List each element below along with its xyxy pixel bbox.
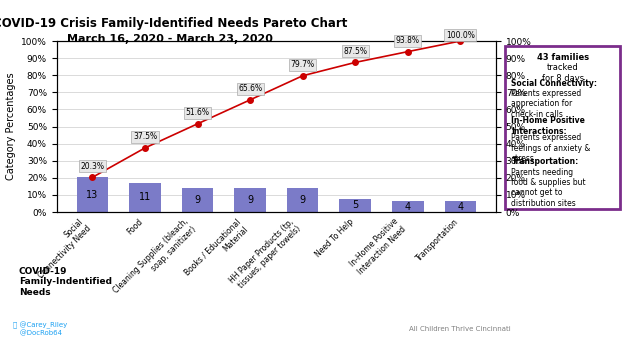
Text: 🐦 @Carey_Riley
   @DocRob64: 🐦 @Carey_Riley @DocRob64 xyxy=(13,321,67,337)
Text: Parents expressed
feelings of anxiety &
stress: Parents expressed feelings of anxiety & … xyxy=(512,133,591,163)
Text: 87.5%: 87.5% xyxy=(343,47,367,56)
Bar xyxy=(234,188,266,212)
Text: 20.3%: 20.3% xyxy=(81,162,105,171)
Text: 9: 9 xyxy=(247,195,253,205)
Text: 79.7%: 79.7% xyxy=(290,60,315,69)
Text: 9: 9 xyxy=(300,195,306,205)
Text: 9: 9 xyxy=(195,195,200,205)
Bar xyxy=(287,188,318,212)
Text: COVID-19 Crisis Family-Identified Needs Pareto Chart: COVID-19 Crisis Family-Identified Needs … xyxy=(0,17,347,30)
Text: 93.8%: 93.8% xyxy=(396,36,420,45)
Text: March 16, 2020 - March 23, 2020: March 16, 2020 - March 23, 2020 xyxy=(67,34,273,44)
Bar xyxy=(129,183,161,212)
Text: tracked
for 8 days: tracked for 8 days xyxy=(542,63,584,83)
FancyBboxPatch shape xyxy=(505,46,620,209)
Legend: Individual Quantities &
Percentages, Cumulative Percentages: Individual Quantities & Percentages, Cum… xyxy=(56,339,177,342)
Bar xyxy=(392,201,423,212)
Text: 11: 11 xyxy=(139,192,151,202)
Bar xyxy=(445,201,476,212)
Text: Parents expressed
appreciation for
check-in calls: Parents expressed appreciation for check… xyxy=(512,89,581,119)
Text: Transportation:: Transportation: xyxy=(512,157,579,166)
Bar xyxy=(182,188,214,212)
Text: 13: 13 xyxy=(86,190,98,200)
Text: 65.6%: 65.6% xyxy=(238,84,262,93)
Bar xyxy=(77,177,108,212)
Y-axis label: Category Percentages: Category Percentages xyxy=(6,73,16,180)
Text: COVID-19
Family-Indentified
Needs: COVID-19 Family-Indentified Needs xyxy=(19,267,112,297)
Text: Parents needing
food & supplies but
cannot get to
distribution sites: Parents needing food & supplies but cann… xyxy=(512,168,586,208)
Text: 5: 5 xyxy=(352,200,358,210)
Text: 4: 4 xyxy=(457,202,464,212)
Text: 4: 4 xyxy=(404,202,411,212)
Text: All Children Thrive Cincinnati: All Children Thrive Cincinnati xyxy=(409,326,511,332)
Bar xyxy=(340,199,371,212)
Text: In-Home Positive
Interactions:: In-Home Positive Interactions: xyxy=(512,116,585,136)
Text: Social Connectivity:: Social Connectivity: xyxy=(512,79,597,88)
Text: 37.5%: 37.5% xyxy=(133,132,157,141)
Text: 43 families: 43 families xyxy=(537,53,589,62)
Text: 51.6%: 51.6% xyxy=(186,108,210,117)
Text: 100.0%: 100.0% xyxy=(446,31,475,40)
